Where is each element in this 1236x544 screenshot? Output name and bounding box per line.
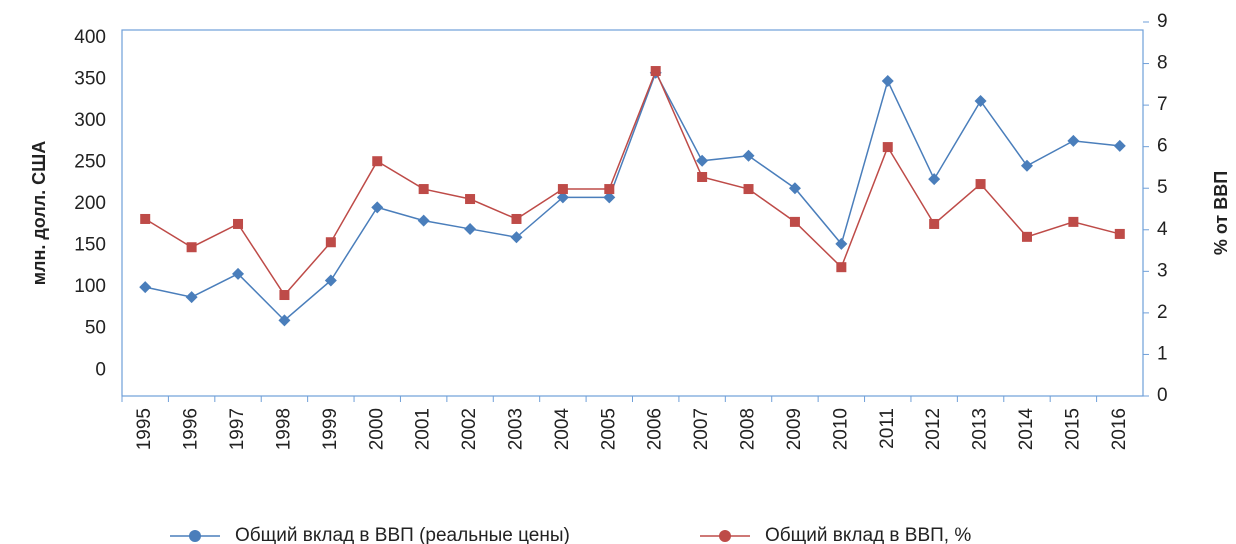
x-tick-label: 2009 <box>784 408 805 450</box>
marker <box>557 184 568 195</box>
marker <box>603 191 616 204</box>
y-tick-label: 50 <box>85 318 106 339</box>
x-tick-label: 2010 <box>830 408 851 450</box>
marker <box>279 290 290 301</box>
marker <box>139 281 152 294</box>
y-tick-label: 0 <box>95 359 106 380</box>
x-tick-label: 2011 <box>877 408 898 449</box>
marker <box>882 142 893 153</box>
marker <box>974 94 987 107</box>
y-tick-label: 150 <box>74 235 106 256</box>
x-tick-label: 2004 <box>552 408 573 451</box>
marker <box>186 242 197 253</box>
marker <box>371 201 384 214</box>
y2-tick-label: 8 <box>1157 53 1168 74</box>
marker <box>881 75 894 88</box>
y2-axis-label: % от ВВП <box>1211 171 1231 255</box>
y2-tick-label: 7 <box>1157 94 1168 115</box>
x-tick-label: 1998 <box>273 408 294 450</box>
y-tick-label: 350 <box>74 68 106 89</box>
marker <box>417 214 430 227</box>
plot-frame <box>121 29 1144 397</box>
marker <box>742 149 755 162</box>
marker <box>511 213 522 224</box>
marker <box>465 194 476 205</box>
line <box>144 69 1120 297</box>
marker <box>975 179 986 190</box>
marker <box>1113 139 1126 152</box>
x-tick-label: 2000 <box>366 408 387 450</box>
marker <box>788 182 801 195</box>
marker <box>697 172 708 183</box>
y2-tick-label: 3 <box>1157 260 1168 281</box>
marker <box>1020 159 1033 172</box>
marker <box>185 291 198 304</box>
marker <box>418 184 429 195</box>
legend-marker <box>189 530 201 542</box>
x-tick-label: 1997 <box>227 408 248 450</box>
marker <box>789 216 800 227</box>
x-tick-label: 2003 <box>505 408 526 450</box>
marker <box>835 237 848 250</box>
x-tick-label: 1999 <box>320 408 341 450</box>
legend-marker <box>719 530 731 542</box>
x-tick-label: 2008 <box>738 408 759 450</box>
x-tick-label: 2014 <box>1016 408 1037 451</box>
y-axis-label: млн. долл. США <box>29 141 49 286</box>
y2-tick-label: 0 <box>1157 385 1168 406</box>
y2-tick-label: 6 <box>1157 136 1168 157</box>
y2-tick-label: 4 <box>1157 219 1168 240</box>
marker <box>696 154 709 167</box>
y2-tick-label: 2 <box>1157 302 1168 323</box>
marker <box>232 267 245 280</box>
legend-label: Общий вклад в ВВП (реальные цены) <box>235 525 570 544</box>
x-tick-label: 2006 <box>645 408 666 450</box>
y2-tick-label: 1 <box>1157 343 1168 364</box>
x-tick-label: 2012 <box>923 408 944 450</box>
line <box>145 70 1120 322</box>
x-tick-label: 2016 <box>1109 408 1130 450</box>
marker <box>650 66 661 77</box>
marker <box>1068 216 1079 227</box>
y2-tick-label: 5 <box>1157 177 1168 198</box>
y2-tick-label: 9 <box>1157 11 1168 32</box>
marker <box>278 314 291 327</box>
marker <box>1067 134 1080 147</box>
marker <box>140 213 151 224</box>
x-tick-label: 1996 <box>181 408 202 450</box>
marker <box>604 184 615 195</box>
marker <box>233 218 244 229</box>
y-tick-label: 100 <box>74 276 106 297</box>
x-tick-label: 2007 <box>691 408 712 450</box>
marker <box>325 237 336 248</box>
marker <box>372 156 383 167</box>
x-tick-label: 2015 <box>1062 408 1083 450</box>
marker <box>464 222 477 235</box>
marker <box>556 191 569 204</box>
x-tick-label: 2002 <box>459 408 480 450</box>
marker <box>836 262 847 273</box>
x-tick-label: 1995 <box>134 408 155 450</box>
marker <box>928 173 941 186</box>
y-tick-label: 300 <box>74 110 106 131</box>
x-tick-label: 2013 <box>970 408 991 450</box>
y-tick-label: 400 <box>74 27 106 48</box>
marker <box>1114 228 1125 239</box>
y-tick-label: 250 <box>74 151 106 172</box>
y-tick-label: 200 <box>74 193 106 214</box>
marker <box>929 218 940 229</box>
marker <box>743 184 754 195</box>
x-tick-label: 2001 <box>413 408 434 450</box>
x-tick-label: 2005 <box>598 408 619 450</box>
marker <box>324 274 337 287</box>
marker <box>510 231 523 244</box>
marker <box>1021 231 1032 242</box>
legend-label: Общий вклад в ВВП, % <box>765 525 971 544</box>
